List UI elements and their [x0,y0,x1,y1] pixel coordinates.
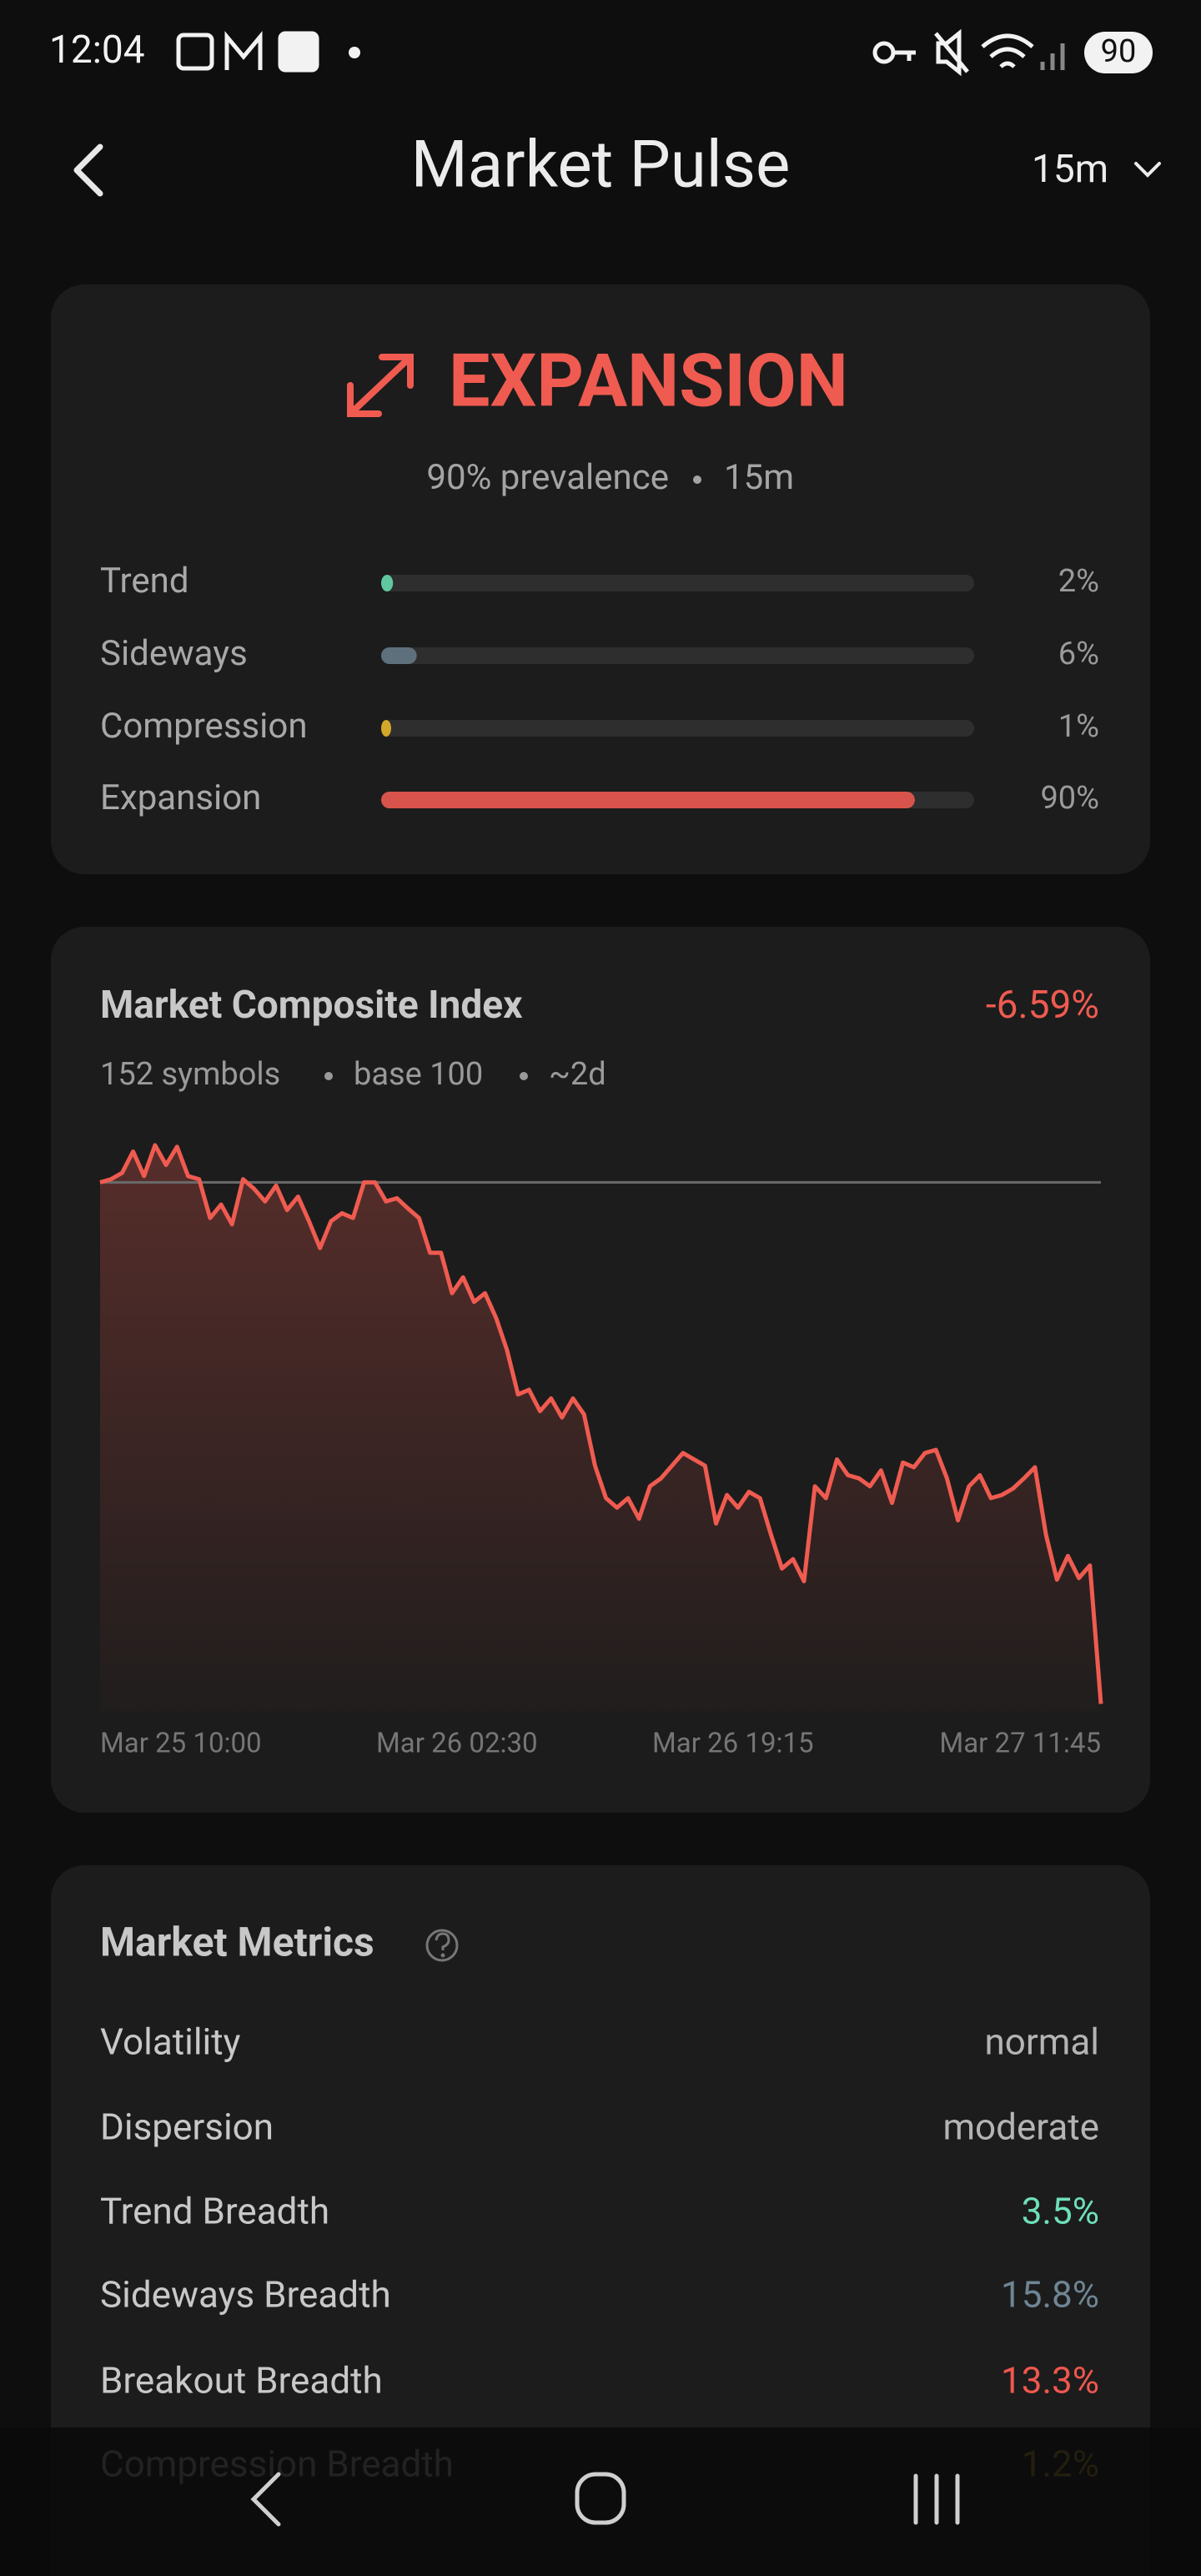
metric-label: Breakout Breadth [100,2359,383,2402]
x-tick-label: Mar 25 10:00 [100,1728,262,1760]
metric-value: moderate [942,2106,1099,2149]
line [99,1143,1103,1704]
metrics-title: Market Metrics [100,1919,374,1966]
bar-value-label: 6% [1058,636,1099,672]
metric-label: Sideways Breadth [100,2273,391,2317]
chart-subtitle: base 100 [354,1056,483,1093]
bar [381,575,394,591]
nav-bar [0,2428,1201,2576]
regime-label: Expansion [100,777,261,818]
back-button[interactable] [73,143,103,197]
bar [381,720,391,737]
header-title: Market Pulse [411,128,791,204]
nav-back[interactable] [250,2472,281,2527]
metric-label: Dispersion [100,2106,274,2149]
metric-label: Trend Breadth [100,2190,329,2233]
nav-home[interactable] [575,2472,626,2525]
area [100,1145,1101,1713]
separator-dot [693,475,701,484]
status-icons [176,28,1065,77]
bar-track [381,575,974,591]
metric-value: normal [984,2020,1099,2064]
bar-value-label: 90% [1040,780,1099,817]
regime-label: Compression [100,706,308,747]
regime-label: Trend [100,561,189,601]
expansion-icon [347,354,414,417]
metrics-card [51,1865,1150,2576]
bar-track [381,720,974,737]
regime-label: Sideways [100,633,248,674]
bar-value-label: 2% [1058,563,1099,600]
regime-timeframe: 15m [724,457,794,498]
regime-prevalence: 90% prevalence [426,457,669,498]
x-tick-label: Mar 26 19:15 [652,1728,814,1760]
metric-value: 13.3% [1001,2359,1099,2402]
x-tick-label: Mar 26 02:30 [376,1728,538,1760]
battery-level: 90 [1101,33,1137,70]
chart-change: -6.59% [986,983,1099,1028]
status-time: 12:04 [49,28,145,73]
bar [381,792,915,808]
metric-value: 15.8% [1001,2273,1099,2317]
help-icon[interactable] [425,1929,459,1962]
separator-dot [324,1072,333,1080]
bar [381,647,417,664]
battery [1084,32,1153,73]
chart-subtitle: ~2d [549,1056,606,1093]
metric-label: Volatility [100,2020,241,2064]
regime-name: EXPANSION [449,338,848,424]
metric-value: 3.5% [1022,2190,1099,2233]
chart-subtitle: 152 symbols [100,1056,280,1093]
bar-track [381,647,974,664]
bar-value-label: 1% [1058,708,1099,745]
x-tick-label: Mar 27 11:45 [939,1728,1101,1760]
separator-dot [520,1072,528,1080]
timeframe-selector[interactable]: 15m [1032,147,1108,192]
chart-title: Market Composite Index [100,983,523,1028]
nav-recents[interactable] [913,2473,960,2525]
nav-buttons [250,2472,960,2527]
dropdown-chevron[interactable] [1134,162,1161,178]
